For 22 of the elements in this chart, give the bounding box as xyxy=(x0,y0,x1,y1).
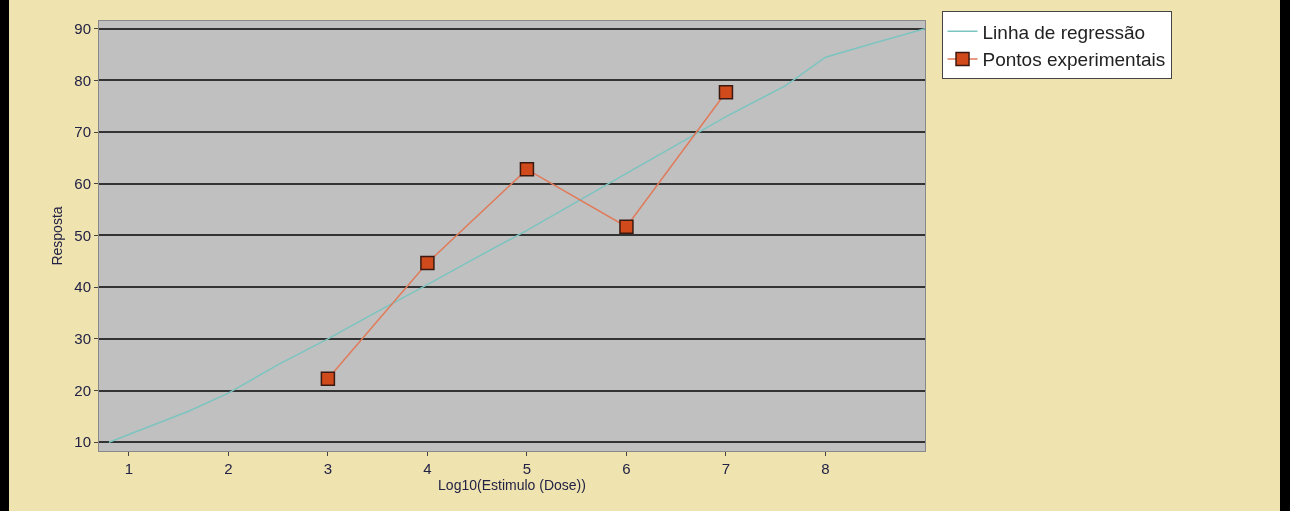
y-tick-label: 70 xyxy=(74,123,91,141)
x-tick-label: 1 xyxy=(124,460,134,477)
legend-label: Linha de regressão xyxy=(982,21,1146,43)
y-tick-label: 50 xyxy=(74,226,91,244)
y-tick-label: 90 xyxy=(74,20,91,37)
x-tick-label: 8 xyxy=(821,460,830,477)
x-tick-label: 2 xyxy=(224,460,233,477)
x-tick-label: 6 xyxy=(622,460,631,477)
line-series xyxy=(108,28,925,443)
x-tick-label: 5 xyxy=(522,460,532,477)
y-tick-label: 40 xyxy=(74,278,91,296)
y-tick-label: 80 xyxy=(74,71,91,89)
legend-label: Pontos experimentais xyxy=(982,49,1166,71)
x-axis-title: Log10(Estimulo (Dose)) xyxy=(438,477,586,494)
y-tick-label: 20 xyxy=(74,381,91,399)
y-tick-label: 60 xyxy=(74,175,91,193)
x-tick-label: 4 xyxy=(423,460,432,477)
y-axis-title: Resposta xyxy=(48,206,65,266)
x-tick-label: 7 xyxy=(721,460,731,477)
x-tick-label: 3 xyxy=(323,460,333,477)
y-tick-label: 10 xyxy=(74,433,91,451)
y-tick-label: 30 xyxy=(74,330,91,348)
